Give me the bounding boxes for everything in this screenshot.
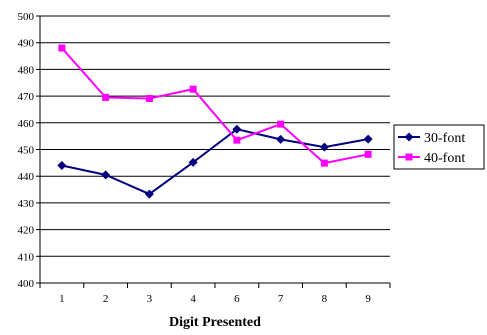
x-tick-labels: 1 2 3 4 6 7 8 9 [59, 293, 371, 305]
series-line-30-font [61, 128, 369, 196]
y-tick-label: 500 [18, 11, 35, 23]
data-point-40-font [58, 44, 66, 52]
x-tick-label: 3 [147, 293, 153, 305]
data-point-40-font [145, 95, 153, 103]
y-tick-label: 410 [18, 251, 35, 263]
data-point-30-font [144, 189, 154, 199]
y-tick-label: 440 [18, 171, 35, 183]
legend: 30-font 40-font [393, 124, 485, 170]
y-tick-label: 480 [18, 64, 35, 76]
x-tick-label: 2 [103, 293, 109, 305]
data-point-40-font [189, 85, 197, 93]
axes [36, 15, 391, 288]
legend-marker-30-font [404, 132, 414, 142]
data-point-40-font [277, 120, 285, 128]
legend-box [393, 124, 485, 170]
data-point-40-font [320, 159, 328, 167]
data-point-30-font [232, 124, 242, 134]
x-tick-label: 9 [365, 293, 371, 305]
data-point-30-font [101, 170, 111, 180]
x-tick-label: 8 [322, 293, 328, 305]
x-tick-label: 1 [59, 293, 65, 305]
y-tick-labels: 400 410 420 430 440 450 460 470 480 490 500 [18, 11, 35, 290]
data-point-30-font [57, 161, 67, 171]
y-tick-label: 450 [18, 145, 35, 157]
y-tick-label: 430 [18, 198, 35, 210]
y-tick-label: 460 [18, 118, 35, 130]
x-axis-label: Digit Presented [169, 315, 261, 330]
legend-label-30-font: 30-font [424, 131, 465, 146]
x-tick-label: 6 [234, 293, 240, 305]
x-tick-label: 4 [190, 293, 196, 305]
y-tick-label: 490 [18, 38, 35, 50]
y-tick-label: 420 [18, 225, 35, 237]
data-point-40-font [364, 150, 372, 158]
y-tick-label: 400 [18, 278, 35, 290]
data-point-40-font [233, 136, 241, 144]
data-point-30-font [276, 134, 286, 144]
gridlines [40, 15, 390, 257]
data-point-30-font [319, 142, 329, 152]
series-lines [61, 47, 369, 196]
series-line-40-font [61, 47, 369, 165]
data-point-30-font [363, 134, 373, 144]
y-tick-label: 470 [18, 91, 35, 103]
series-markers [57, 44, 373, 199]
legend-label-40-font: 40-font [424, 151, 465, 166]
data-point-40-font [102, 93, 110, 101]
x-tick-label: 7 [278, 293, 284, 305]
data-point-30-font [188, 157, 198, 167]
legend-marker-40-font [405, 153, 413, 161]
